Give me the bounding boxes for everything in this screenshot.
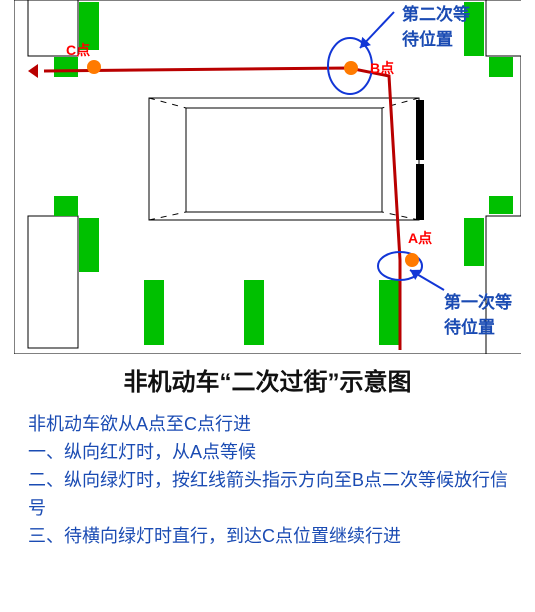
point-c-label: C点 [66, 40, 90, 60]
pointer-arrows [360, 12, 444, 290]
instruction-line: 二、纵向绿灯时，按红线箭头指示方向至B点二次等候放行信号 [28, 466, 508, 522]
first-wait-label: 第一次等 待位置 [444, 288, 512, 338]
instruction-line: 三、待横向绿灯时直行，到达C点位置继续行进 [28, 522, 508, 550]
diagram-container: A点 B点 C点 第一次等 待位置 第二次等 待位置 [14, 0, 521, 354]
instruction-line: 非机动车欲从A点至C点行进 [28, 410, 508, 438]
travel-path [44, 68, 400, 350]
point-dots [87, 60, 419, 267]
point-a-label: A点 [408, 228, 432, 248]
second-wait-label: 第二次等 待位置 [402, 0, 470, 50]
diagram-title: 非机动车“二次过街”示意图 [0, 362, 535, 397]
travel-path-arrowhead [28, 64, 38, 78]
center-block [149, 98, 419, 220]
point-b-label: B点 [370, 58, 394, 78]
lane-markers [416, 100, 424, 220]
instruction-line: 一、纵向红灯时，从A点等候 [28, 438, 508, 466]
instructions-block: 非机动车欲从A点至C点行进一、纵向红灯时，从A点等候二、纵向绿灯时，按红线箭头指… [28, 410, 508, 550]
